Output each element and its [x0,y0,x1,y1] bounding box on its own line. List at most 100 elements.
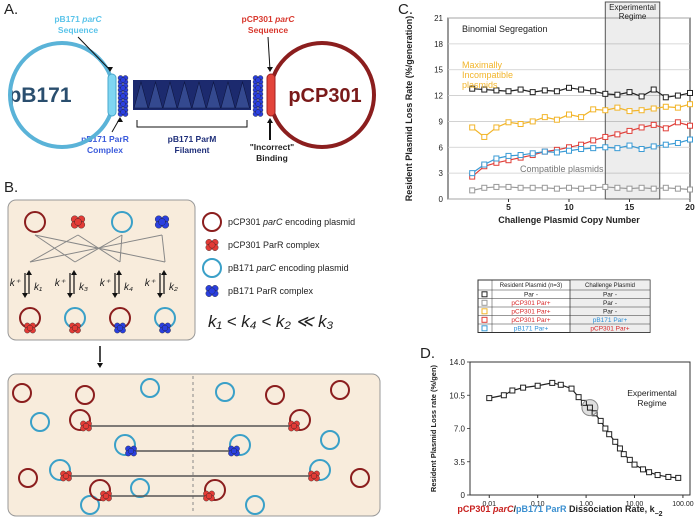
regime-label: Experimental [627,388,677,398]
rate-constant: k⁺ [145,278,156,289]
data-point [626,185,633,192]
regime-label: Regime [619,12,647,21]
table-cell: pCP301 Par+ [590,326,629,333]
plasmid-ring [49,459,71,481]
y-tick-label: 3 [439,169,444,178]
data-point [675,474,682,481]
data-point [687,186,693,193]
data-point [687,136,693,143]
rate-constant: k⁺ [100,278,111,289]
panel-box [7,373,381,517]
data-point [602,144,609,151]
filament-label: pB171 ParM [168,134,217,144]
data-point [662,94,669,101]
data-point [566,147,572,154]
connector [29,234,79,263]
complex-bead [310,472,318,480]
filament-subunit [220,80,236,109]
data-point [614,104,621,111]
filament-subunit [162,80,178,109]
site-label: pCP301 parC [242,14,296,24]
plasmid-ring [229,434,251,456]
complex-bead [205,492,213,500]
data-point [590,145,597,152]
arrow-head [112,293,118,298]
complex-bead [255,93,261,99]
legend-part: encoding plasmid [285,217,355,227]
complex-bead [255,77,261,83]
data-point [517,121,524,128]
y-tick-label: 12 [434,92,443,101]
label-part: −2 [655,511,663,518]
complex-bead [158,218,166,226]
data-point [541,87,548,94]
data-point [616,445,623,452]
panel-box [7,199,196,341]
legend-entry: pCP301 parC encoding plasmid [228,217,355,227]
arrow-head [161,270,167,275]
y-tick-label: 21 [434,14,443,23]
data-point [553,116,560,123]
connector [34,234,166,263]
data-point [557,381,564,388]
x-tick-label: 10.00 [626,501,644,508]
legend-marker [481,291,488,298]
site-label: Sequence [58,25,98,35]
legend-entry: pB171 parC encoding plasmid [228,263,349,273]
data-point [529,184,536,191]
x-tick-label: 15 [625,202,635,212]
filament-subunit [191,80,207,109]
data-point [674,119,681,126]
complex-bead [26,324,34,332]
data-point [505,119,512,126]
plasmid-ring [80,495,100,515]
legend-part: parC [256,263,277,273]
data-point [469,170,476,177]
data-point [662,141,669,148]
filament-subunit [148,80,163,109]
legend-marker [481,299,488,306]
legend-marker [481,316,488,323]
x-tick-label: 0.01 [482,501,496,508]
plasmid-ring [330,380,350,400]
filament-subunit [206,80,221,109]
panel-label: D. [420,345,435,362]
data-point [654,472,661,479]
table-cell: pB171 Par+ [514,326,549,333]
data-point [529,118,536,125]
x-tick-label: 5 [506,202,511,212]
panel-label: C. [398,1,413,18]
y-tick-label: 0 [461,491,466,500]
regime-box [604,1,661,200]
data-point [614,131,621,138]
connector [267,36,271,71]
table-cell: Par - [603,292,617,299]
legend-marker [481,325,488,332]
data-point [665,473,672,480]
y-tick-label: 14.0 [449,358,465,367]
plasmid-ring [114,434,136,456]
data-point [662,103,669,110]
data-point [505,183,512,190]
data-point [614,184,621,191]
data-point [602,107,609,114]
plasmid-ring [18,468,38,488]
y-tick-label: 15 [434,66,443,75]
legend-part: pB171 [228,263,254,273]
arrow-head [157,293,163,298]
data-point [553,149,560,156]
connector [119,234,123,263]
data-point [566,111,572,118]
label-part: / [513,504,516,514]
plasmid-ring [202,258,222,278]
data-point [620,451,627,458]
complex-bead [120,85,126,91]
data-point [529,89,536,96]
plasmid-ring [111,211,133,233]
data-point [541,184,548,191]
data-point [590,88,597,95]
arrow-head [107,67,113,72]
connector [29,234,163,263]
x-tick-label: 20 [685,202,695,212]
data-point [638,93,645,100]
